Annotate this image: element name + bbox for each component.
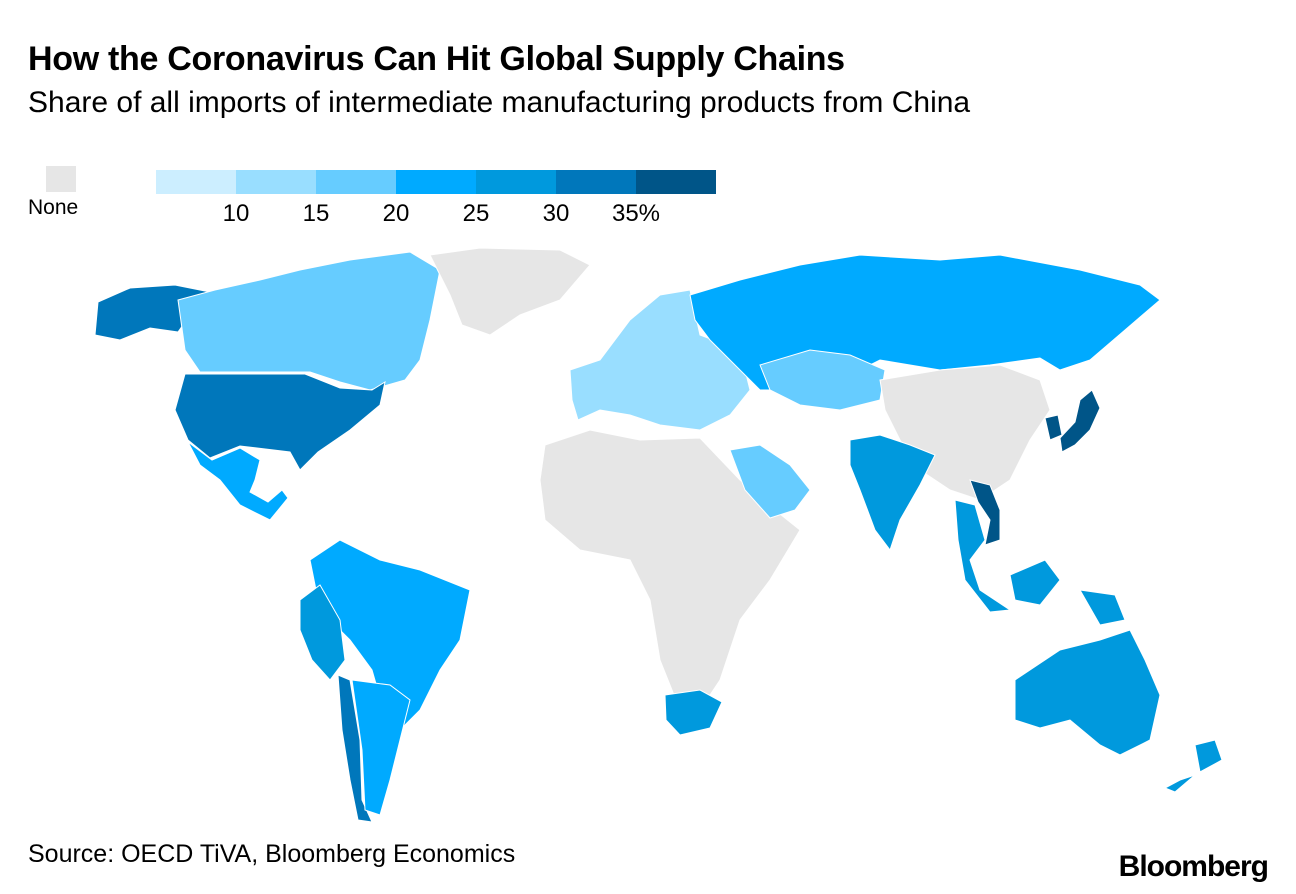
bloomberg-logo: Bloomberg [1118,850,1269,883]
region-peru [299,584,346,681]
region-united-states [174,373,386,471]
region-australia [1014,629,1161,756]
region-argentina [351,679,411,816]
region-kazakhstan [759,349,886,411]
region-japan [1059,389,1101,453]
legend-tick-15: 15 [302,200,330,227]
world-map [94,247,1223,823]
region-mexico [187,441,289,521]
legend-swatch-3 [316,170,396,194]
legend-swatch-7 [636,170,716,194]
legend-swatch-5 [476,170,556,194]
region-russia [689,254,1161,391]
legend-swatch-4 [396,170,476,194]
region-africa [539,429,801,711]
chart-title: How the Coronavirus Can Hit Global Suppl… [28,40,845,78]
region-chile [337,674,373,823]
legend-none-swatch [46,166,76,192]
legend-color-scale [156,170,716,194]
legend-swatch-2 [236,170,316,194]
legend-swatch-1 [156,170,236,194]
source-note: Source: OECD TiVA, Bloomberg Economics [28,840,516,868]
region-south-america-north [309,539,471,731]
region-vietnam [969,479,1001,546]
region-korea [1044,414,1063,441]
region-india [849,434,936,552]
legend-tick-20: 20 [382,200,410,227]
region-greenland [429,247,591,336]
legend-none-label: None [28,196,79,219]
legend-swatch-6 [556,170,636,194]
legend-tick-30: 30 [542,200,570,227]
region-europe [569,289,751,431]
region-southeast-asia [954,499,1126,626]
region-canada [177,251,441,391]
legend-tick-35: 35% [611,200,661,227]
legend-tick-25: 25 [462,200,490,227]
region-saudi-arabia [729,444,811,519]
legend-tick-10: 10 [222,200,250,227]
region-new-zealand [1163,739,1223,793]
chart-subtitle: Share of all imports of intermediate man… [28,86,971,119]
region-south-africa [664,689,723,736]
